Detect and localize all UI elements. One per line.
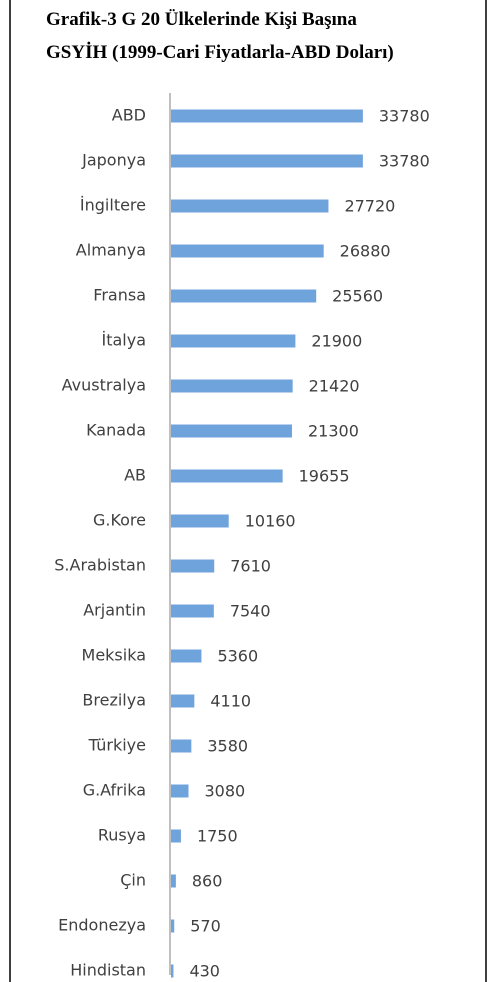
data-label: 25560	[332, 287, 383, 306]
bar	[171, 289, 317, 303]
data-label: 21900	[311, 332, 362, 351]
y-tick-label: Hindistan	[70, 961, 146, 980]
data-label: 3580	[207, 737, 248, 756]
y-tick-label: Fransa	[93, 286, 146, 305]
bar	[171, 649, 202, 663]
data-label: 21420	[309, 377, 360, 396]
bar	[171, 109, 363, 123]
data-label: 33780	[379, 152, 430, 171]
data-label: 27720	[344, 197, 395, 216]
y-tick-label: Meksika	[82, 646, 146, 665]
y-tick-label: Almanya	[76, 241, 146, 260]
bar	[171, 964, 174, 978]
data-label: 26880	[340, 242, 391, 261]
y-tick-label: Arjantin	[83, 601, 146, 620]
chart-title: GSYİH (1999-Cari Fiyatlarla-ABD Doları)	[46, 42, 394, 63]
y-tick-label: ABD	[112, 106, 146, 125]
bar	[171, 154, 363, 168]
bar	[171, 514, 229, 528]
bar	[171, 829, 181, 843]
y-tick-label: Endonezya	[58, 916, 146, 935]
data-label: 5360	[217, 647, 258, 666]
y-tick-label: S.Arabistan	[54, 556, 146, 575]
y-tick-label: Brezilya	[82, 691, 146, 710]
bar	[171, 784, 189, 798]
data-label: 21300	[308, 422, 359, 441]
bar	[171, 739, 192, 753]
data-label: 3080	[204, 782, 245, 801]
y-tick-label: Rusya	[98, 826, 146, 845]
data-label: 7540	[230, 602, 271, 621]
y-tick-label: G.Afrika	[83, 781, 146, 800]
bar	[171, 424, 292, 438]
bar	[171, 559, 215, 573]
bar	[171, 199, 329, 213]
y-tick-label: AB	[124, 466, 146, 485]
bar	[171, 604, 214, 618]
y-tick-label: Çin	[120, 871, 146, 890]
bar	[171, 919, 175, 933]
chart-title: Grafik-3 G 20 Ülkelerinde Kişi Başına	[46, 9, 357, 30]
data-label: 430	[189, 962, 220, 981]
y-tick-label: Japonya	[81, 151, 146, 170]
bar	[171, 469, 283, 483]
data-label: 1750	[197, 827, 238, 846]
bar	[171, 874, 176, 888]
y-tick-label: İngiltere	[80, 196, 146, 215]
y-tick-label: Kanada	[86, 421, 146, 440]
data-label: 860	[192, 872, 223, 891]
data-label: 7610	[230, 557, 271, 576]
y-tick-label: Türkiye	[88, 736, 146, 755]
bar	[171, 694, 195, 708]
bar	[171, 334, 296, 348]
y-tick-label: İtalya	[101, 331, 146, 350]
bar	[171, 379, 293, 393]
data-label: 10160	[245, 512, 296, 531]
data-label: 19655	[299, 467, 350, 486]
y-tick-label: G.Kore	[93, 511, 146, 530]
y-tick-label: Avustralya	[62, 376, 146, 395]
data-label: 4110	[210, 692, 251, 711]
bar	[171, 244, 324, 258]
data-label: 570	[190, 917, 221, 936]
data-label: 33780	[379, 107, 430, 126]
